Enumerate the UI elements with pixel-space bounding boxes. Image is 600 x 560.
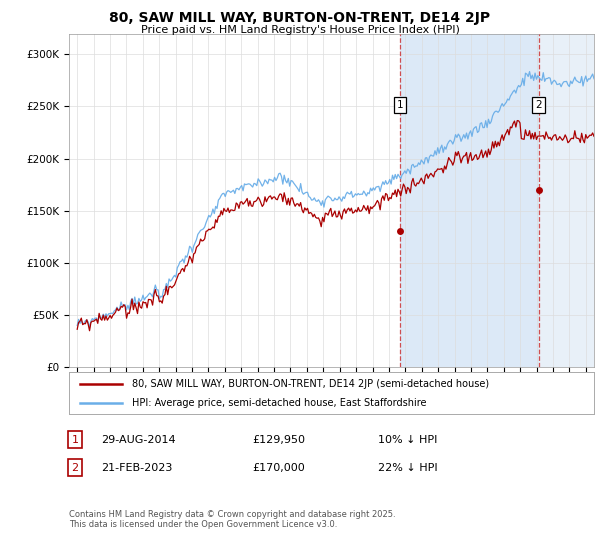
Text: £170,000: £170,000 <box>252 463 305 473</box>
Text: 21-FEB-2023: 21-FEB-2023 <box>101 463 172 473</box>
Text: Price paid vs. HM Land Registry's House Price Index (HPI): Price paid vs. HM Land Registry's House … <box>140 25 460 35</box>
Text: 80, SAW MILL WAY, BURTON-ON-TRENT, DE14 2JP: 80, SAW MILL WAY, BURTON-ON-TRENT, DE14 … <box>109 11 491 25</box>
Text: HPI: Average price, semi-detached house, East Staffordshire: HPI: Average price, semi-detached house,… <box>132 398 427 408</box>
Text: 2: 2 <box>535 100 542 110</box>
Text: 80, SAW MILL WAY, BURTON-ON-TRENT, DE14 2JP (semi-detached house): 80, SAW MILL WAY, BURTON-ON-TRENT, DE14 … <box>132 379 489 389</box>
Text: 1: 1 <box>397 100 403 110</box>
Text: 2: 2 <box>71 463 79 473</box>
Text: Contains HM Land Registry data © Crown copyright and database right 2025.
This d: Contains HM Land Registry data © Crown c… <box>69 510 395 529</box>
Text: 22% ↓ HPI: 22% ↓ HPI <box>378 463 437 473</box>
Bar <box>400 34 539 367</box>
Text: 10% ↓ HPI: 10% ↓ HPI <box>378 435 437 445</box>
Bar <box>539 34 600 367</box>
Text: 29-AUG-2014: 29-AUG-2014 <box>101 435 175 445</box>
Text: 1: 1 <box>71 435 79 445</box>
Text: £129,950: £129,950 <box>252 435 305 445</box>
